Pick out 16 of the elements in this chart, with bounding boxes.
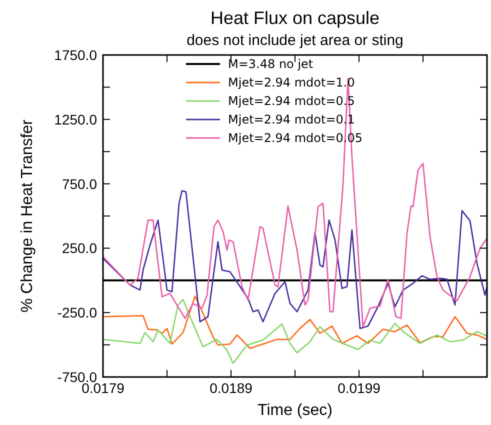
- y-tick-label: -250.0: [57, 304, 98, 321]
- chart-title: Heat Flux on capsule: [210, 8, 380, 28]
- y-tick-label: 1750.0: [54, 47, 98, 63]
- y-axis-title: % Change in Heat Transfer: [19, 118, 36, 312]
- x-tick-label: 0.0199: [338, 380, 381, 396]
- y-tick-label: 750.0: [62, 176, 98, 192]
- legend-label: M=3.48 no jet: [228, 57, 314, 71]
- chart-subtitle: does not include jet area or sting: [186, 32, 404, 49]
- y-tick-label: 1250.0: [54, 111, 98, 128]
- x-axis-title: Time (sec): [258, 402, 332, 419]
- line-series: [102, 78, 488, 328]
- line-series: [102, 295, 488, 350]
- x-tick-label: 0.0189: [210, 380, 253, 396]
- line-series: [102, 298, 488, 364]
- y-tick-label: 250.0: [62, 240, 98, 256]
- line-series: [102, 190, 488, 330]
